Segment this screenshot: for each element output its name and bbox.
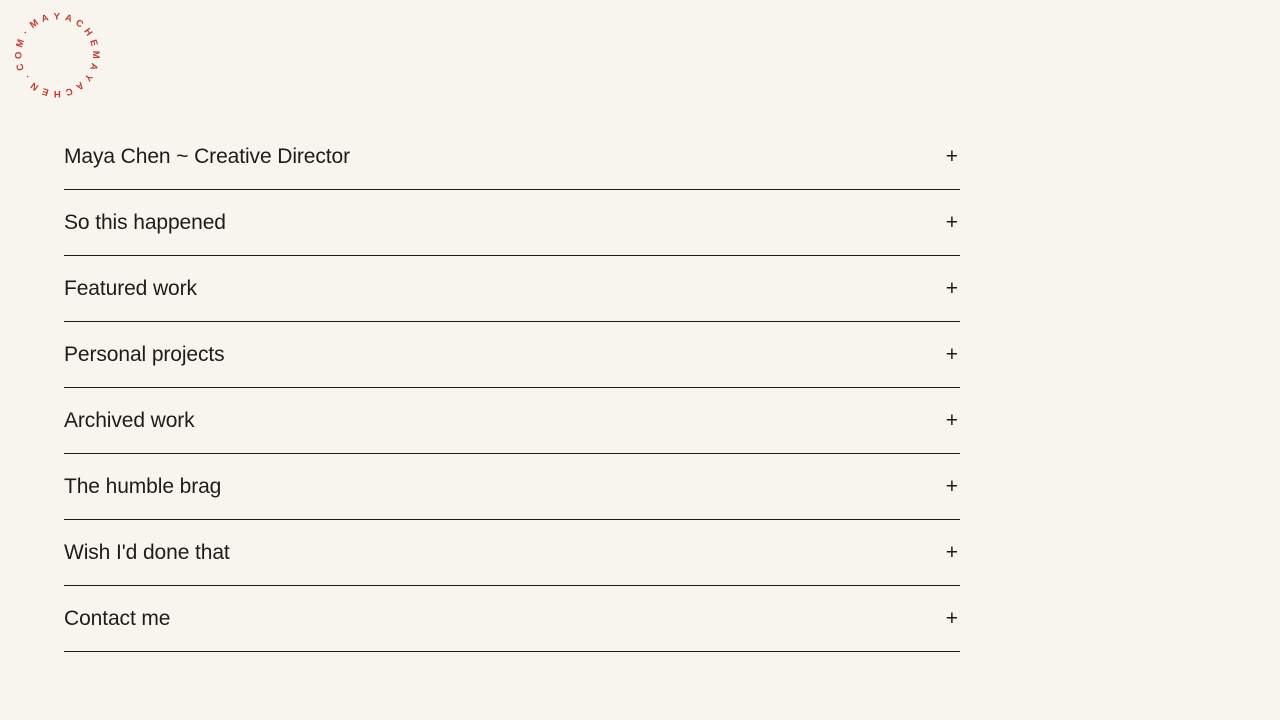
logo-letter: C xyxy=(14,61,27,73)
plus-icon[interactable]: + xyxy=(945,343,958,366)
accordion-item-label: Archived work xyxy=(64,408,195,432)
accordion-item-label: So this happened xyxy=(64,210,226,234)
plus-icon[interactable]: + xyxy=(945,475,958,498)
logo-letter: M xyxy=(89,50,101,60)
plus-icon[interactable]: + xyxy=(945,409,958,432)
accordion-item-featured-work[interactable]: Featured work + xyxy=(64,256,960,322)
logo-letter: Y xyxy=(81,71,95,84)
logo-letter: Y xyxy=(53,11,61,23)
logo-letter: M xyxy=(27,17,42,31)
plus-icon[interactable]: + xyxy=(945,211,958,234)
accordion-menu: Maya Chen ~ Creative Director + So this … xyxy=(64,124,960,652)
accordion-item-label: Featured work xyxy=(64,276,197,300)
accordion-item-label: The humble brag xyxy=(64,474,222,498)
plus-icon[interactable]: + xyxy=(945,145,958,168)
accordion-item-intro[interactable]: Maya Chen ~ Creative Director + xyxy=(64,124,960,190)
logo-letter: A xyxy=(87,61,100,73)
accordion-item-so-this-happened[interactable]: So this happened + xyxy=(64,190,960,256)
accordion-item-the-humble-brag[interactable]: The humble brag + xyxy=(64,454,960,520)
accordion-item-wish-id-done-that[interactable]: Wish I'd done that + xyxy=(64,520,960,586)
logo-letter: A xyxy=(63,12,75,25)
accordion-item-personal-projects[interactable]: Personal projects + xyxy=(64,322,960,388)
accordion-item-archived-work[interactable]: Archived work + xyxy=(64,388,960,454)
logo-letter: A xyxy=(73,79,86,93)
logo-letter: C xyxy=(63,85,75,98)
accordion-item-label: Wish I'd done that xyxy=(64,540,230,564)
plus-icon[interactable]: + xyxy=(945,277,958,300)
logo-letter: M xyxy=(14,37,28,49)
logo-letter: E xyxy=(87,38,100,49)
logo-letter: H xyxy=(53,87,61,99)
logo-letter: . xyxy=(20,72,32,82)
logo-letter: N xyxy=(28,79,41,93)
logo-letter: O xyxy=(13,51,25,59)
site-logo-circular-text[interactable]: · M A Y A C H E M A Y A C H E N. C O M xyxy=(13,11,101,99)
plus-icon[interactable]: + xyxy=(945,541,958,564)
logo-letter: E xyxy=(40,85,51,98)
logo-letter: C xyxy=(73,17,86,31)
accordion-item-contact-me[interactable]: Contact me + xyxy=(64,586,960,652)
accordion-item-label: Maya Chen ~ Creative Director xyxy=(64,144,350,168)
logo-letter: H xyxy=(81,26,95,39)
logo-letter: · xyxy=(20,27,32,38)
plus-icon[interactable]: + xyxy=(945,607,958,630)
accordion-item-label: Contact me xyxy=(64,606,171,630)
logo-letter: A xyxy=(39,12,51,25)
accordion-item-label: Personal projects xyxy=(64,342,225,366)
